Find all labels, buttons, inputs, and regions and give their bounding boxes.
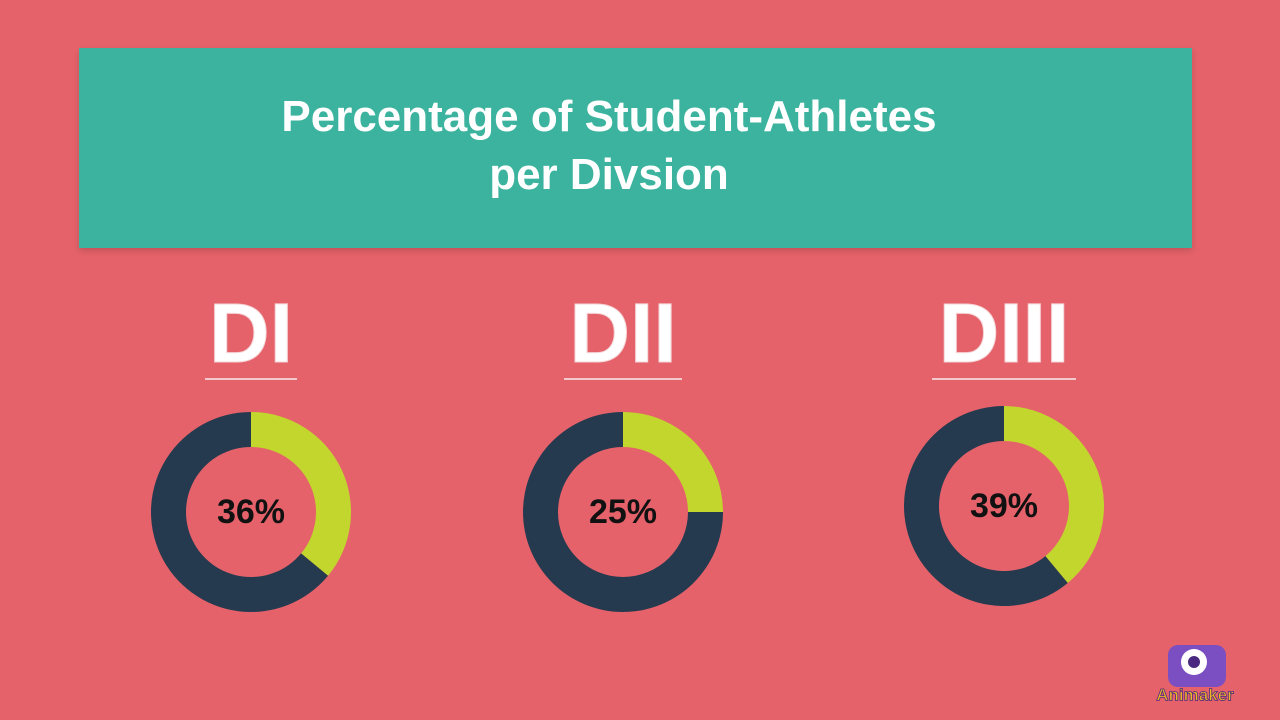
division-label: DI [209, 286, 293, 380]
donut-segment [523, 412, 723, 612]
donut-segment [1004, 406, 1104, 584]
value-label: 25% [589, 493, 657, 531]
watermark: Animaker [1156, 685, 1234, 704]
donut-segment [623, 412, 723, 512]
logo: Animaker [1156, 645, 1235, 705]
value-label: 36% [217, 493, 285, 531]
donut-segment [150, 412, 329, 612]
value-label: 39% [970, 487, 1038, 525]
donut-segment [904, 406, 1068, 606]
chart-title: Percentage of Student-Athletes per Divsi… [281, 92, 937, 199]
logo-pupil [1188, 656, 1200, 668]
donut-segment [251, 412, 351, 576]
division-label: DIII [939, 286, 1070, 380]
title-banner: Percentage of Student-Athletes per Divsi… [79, 48, 1192, 248]
division-label: DII [569, 286, 676, 380]
